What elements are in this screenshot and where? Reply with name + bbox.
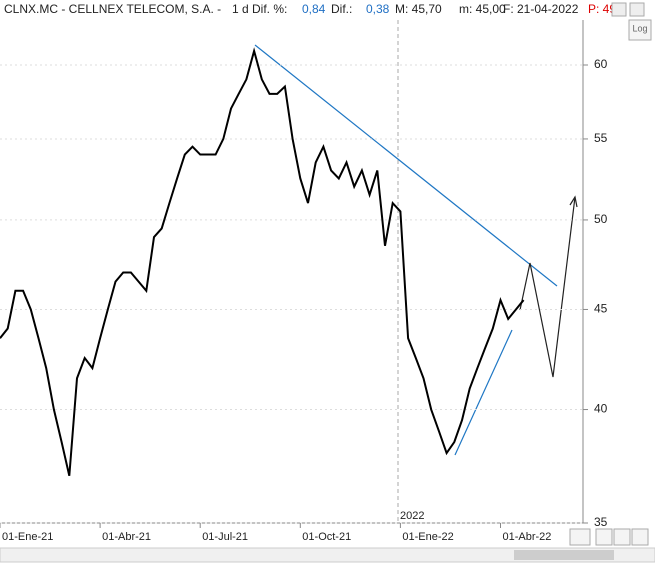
label: Dif. %:	[252, 2, 287, 16]
max: M: 45,70	[395, 2, 442, 16]
tool-button[interactable]	[613, 528, 631, 546]
scrollbar[interactable]	[0, 547, 655, 563]
y-tick-label: 35	[594, 515, 608, 529]
value: 0,84	[302, 2, 326, 16]
y-tick-label: 45	[594, 302, 608, 316]
x-tick-label: 01-Oct-21	[302, 531, 351, 543]
save-button[interactable]	[595, 528, 613, 546]
close-button[interactable]	[629, 2, 645, 17]
y-tick-label: 55	[594, 131, 608, 145]
x-tick-label: 01-Abr-21	[102, 531, 151, 543]
projection-arrow	[519, 196, 576, 378]
x-tick-label: 01-Ene-22	[402, 531, 453, 543]
y-tick-label: 60	[594, 57, 608, 71]
log-button-label: Log	[632, 23, 647, 33]
log-button[interactable]	[628, 19, 652, 41]
date: F: 21-04-2022	[503, 2, 579, 16]
x-tick-label: 01-Jul-21	[202, 531, 248, 543]
x-tick-label: 01-Ene-21	[2, 531, 53, 543]
min: m: 45,00	[459, 2, 506, 16]
value: 0,38	[366, 2, 390, 16]
arrow-head	[569, 195, 578, 208]
tool-button[interactable]	[569, 528, 591, 546]
label: Dif.:	[331, 2, 352, 16]
year-marker: 2022	[400, 510, 424, 522]
settings-button[interactable]	[611, 2, 627, 17]
trend-line	[254, 44, 558, 287]
y-tick-label: 40	[594, 402, 608, 416]
trend-line	[454, 329, 513, 456]
y-tick-label: 50	[594, 212, 608, 226]
period: 1 d	[232, 2, 249, 16]
header-bar	[0, 0, 583, 20]
symbol: CLNX.MC - CELLNEX TELECOM, S.A. -	[4, 2, 221, 16]
x-tick-label: 01-Abr-22	[503, 531, 552, 543]
scroll-thumb[interactable]	[514, 550, 614, 560]
tool-button[interactable]	[631, 528, 649, 546]
price-line	[0, 47, 525, 477]
